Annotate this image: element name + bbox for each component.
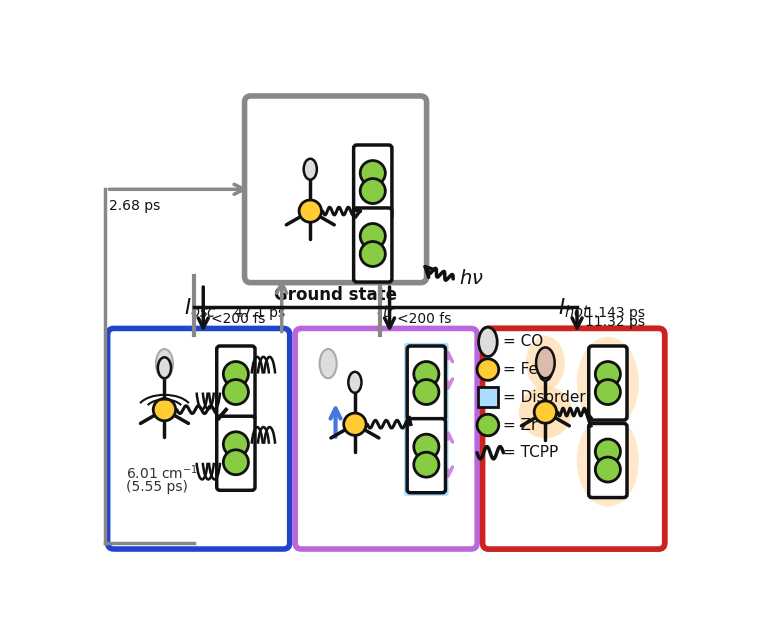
- Circle shape: [223, 450, 248, 475]
- FancyBboxPatch shape: [244, 96, 426, 282]
- Text: = TCPP: = TCPP: [503, 445, 558, 460]
- Ellipse shape: [536, 347, 554, 378]
- Text: = Fe: = Fe: [503, 362, 538, 377]
- Circle shape: [360, 223, 386, 248]
- FancyBboxPatch shape: [108, 328, 290, 549]
- FancyBboxPatch shape: [482, 328, 664, 549]
- Circle shape: [535, 401, 557, 423]
- Circle shape: [344, 413, 366, 435]
- Text: $h\nu$: $h\nu$: [459, 269, 484, 289]
- Circle shape: [477, 415, 498, 436]
- Ellipse shape: [539, 360, 552, 381]
- Circle shape: [360, 242, 386, 267]
- FancyBboxPatch shape: [482, 328, 664, 549]
- FancyBboxPatch shape: [478, 387, 498, 406]
- Circle shape: [414, 452, 439, 477]
- Circle shape: [360, 160, 386, 186]
- Ellipse shape: [158, 357, 171, 378]
- Text: 1.143 ps: 1.143 ps: [584, 306, 645, 320]
- Text: = CO: = CO: [503, 335, 544, 349]
- Text: $\mathit{I}_{hot}$: $\mathit{I}_{hot}$: [558, 296, 591, 320]
- Circle shape: [223, 362, 248, 386]
- Ellipse shape: [577, 337, 639, 429]
- Circle shape: [595, 379, 621, 404]
- Text: 11.32 ps: 11.32 ps: [584, 314, 645, 328]
- Circle shape: [595, 439, 621, 464]
- Circle shape: [154, 399, 176, 421]
- Ellipse shape: [349, 372, 362, 392]
- Circle shape: [223, 379, 248, 404]
- Text: <200 fs: <200 fs: [397, 311, 452, 326]
- Text: 47.1 ps: 47.1 ps: [234, 306, 286, 320]
- Text: Ground state: Ground state: [274, 286, 397, 304]
- FancyBboxPatch shape: [353, 145, 392, 219]
- Circle shape: [299, 200, 322, 222]
- Ellipse shape: [577, 415, 639, 507]
- FancyBboxPatch shape: [295, 328, 477, 549]
- FancyBboxPatch shape: [589, 423, 627, 498]
- Circle shape: [360, 179, 386, 204]
- Circle shape: [414, 434, 439, 459]
- Circle shape: [477, 359, 498, 381]
- Text: $\mathit{I}_{osc}$: $\mathit{I}_{osc}$: [184, 296, 217, 320]
- FancyBboxPatch shape: [407, 346, 445, 420]
- Circle shape: [414, 379, 439, 404]
- Ellipse shape: [519, 386, 571, 438]
- FancyBboxPatch shape: [404, 343, 449, 423]
- Text: <200 fs: <200 fs: [211, 311, 266, 326]
- Ellipse shape: [303, 159, 317, 180]
- Ellipse shape: [478, 327, 497, 357]
- FancyBboxPatch shape: [407, 419, 445, 493]
- Ellipse shape: [156, 349, 173, 378]
- Circle shape: [414, 362, 439, 386]
- Text: (5.55 ps): (5.55 ps): [126, 480, 187, 494]
- Text: = Disorder: = Disorder: [503, 390, 586, 405]
- Circle shape: [595, 457, 621, 482]
- FancyBboxPatch shape: [353, 208, 392, 282]
- Text: $\mathit{I}_{tr}$: $\mathit{I}_{tr}$: [376, 296, 397, 320]
- Text: 2.68 ps: 2.68 ps: [109, 199, 160, 213]
- Circle shape: [223, 431, 248, 457]
- FancyBboxPatch shape: [404, 416, 449, 496]
- Ellipse shape: [526, 336, 564, 390]
- FancyBboxPatch shape: [217, 346, 255, 420]
- Circle shape: [595, 362, 621, 386]
- Text: = Zr: = Zr: [503, 418, 538, 433]
- FancyBboxPatch shape: [589, 346, 627, 420]
- Ellipse shape: [319, 349, 336, 378]
- Text: 6.01 cm$^{-1}$: 6.01 cm$^{-1}$: [126, 464, 197, 482]
- FancyBboxPatch shape: [217, 416, 255, 490]
